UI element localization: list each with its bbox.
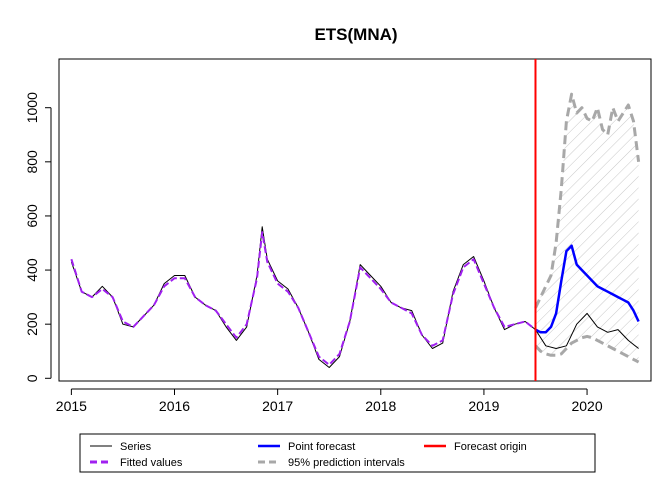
series-line-95-prediction-intervals-lower bbox=[534, 334, 640, 364]
y-axis: 0 200 400 600 800 1000 bbox=[24, 92, 52, 382]
series-line-95-prediction-intervals-upper bbox=[534, 92, 641, 309]
series-line-series bbox=[70, 226, 639, 368]
legend: Series Fitted values Point forecast 95% pre… bbox=[79, 433, 596, 473]
x-tick-label: 2018 bbox=[365, 398, 396, 414]
legend-label-point-forecast: Point forecast bbox=[288, 441, 355, 453]
y-tick-label: 0 bbox=[24, 374, 40, 382]
y-tick-label: 1000 bbox=[24, 92, 40, 123]
series-line-fitted-values bbox=[70, 231, 537, 366]
x-axis: 2015 2016 2017 2018 2019 2020 bbox=[56, 388, 603, 414]
plot-frame bbox=[58, 58, 652, 382]
legend-label-95-prediction-intervals: 95% prediction intervals bbox=[288, 457, 405, 469]
series-line-point-forecast bbox=[534, 244, 640, 334]
y-tick-label: 400 bbox=[24, 258, 40, 282]
x-tick-label: 2019 bbox=[468, 398, 499, 414]
prediction-interval-area bbox=[535, 94, 639, 363]
series-layer bbox=[70, 92, 641, 368]
y-tick-label: 600 bbox=[24, 204, 40, 228]
x-tick-label: 2016 bbox=[159, 398, 190, 414]
y-tick-label: 200 bbox=[24, 312, 40, 336]
prediction-band-layer bbox=[535, 94, 639, 363]
legend-box bbox=[79, 433, 596, 473]
y-tick-label: 800 bbox=[24, 150, 40, 174]
legend-label-series: Series bbox=[120, 441, 152, 453]
x-tick-label: 2017 bbox=[262, 398, 293, 414]
legend-label-forecast-origin: Forecast origin bbox=[454, 441, 527, 453]
legend-label-fitted-values: Fitted values bbox=[120, 457, 183, 469]
chart-title: ETS(MNA) bbox=[314, 25, 397, 44]
x-tick-label: 2015 bbox=[56, 398, 87, 414]
x-tick-label: 2020 bbox=[571, 398, 602, 414]
